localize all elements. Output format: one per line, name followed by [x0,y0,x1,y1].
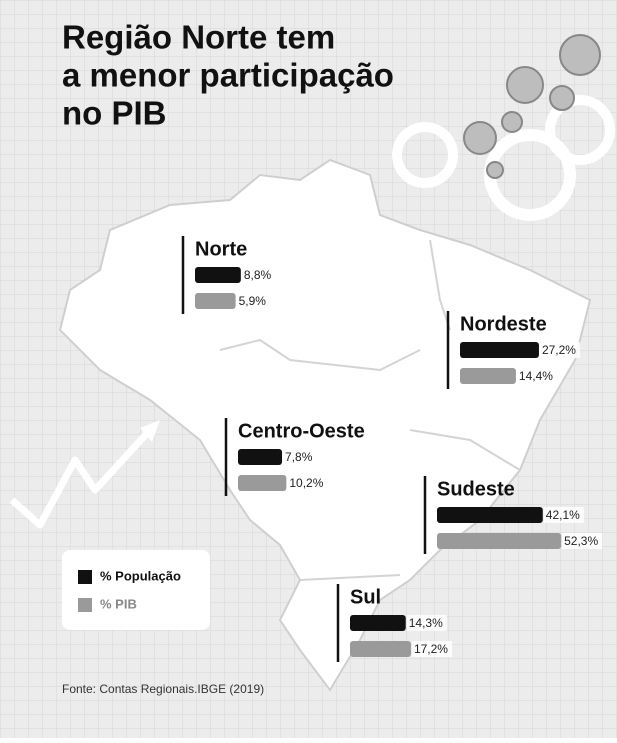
value-label: 42,1% [546,508,580,522]
map [58,158,592,692]
legend-box [62,550,210,630]
value-label-bg [236,293,277,309]
value-label-bg [241,267,282,283]
bar [437,533,562,549]
bar [195,293,236,309]
source: Fonte: Contas Regionais.IBGE (2019) [62,682,264,696]
region-label: Centro-Oeste [238,420,365,442]
value-label-bg [411,641,452,657]
value-label-bg [406,615,447,631]
value-label: 14,3% [409,616,443,630]
coin [463,121,497,155]
value-label: 5,9% [239,294,267,308]
title-line: no PIB [62,95,167,132]
title-line: Região Norte tem [62,19,335,56]
value-label-bg [539,342,580,358]
value-label: 8,8% [244,268,272,282]
value-label: 14,4% [519,369,553,383]
bar [195,267,241,283]
bar [238,449,283,465]
value-label-bg [562,533,603,549]
gear [392,122,458,188]
bar [460,368,516,384]
coin [486,161,504,179]
coin [549,85,575,111]
arrow-head [140,420,160,442]
gear [545,95,615,165]
value-label: 7,8% [285,450,313,464]
bar [350,641,411,657]
value-label: 52,3% [564,534,598,548]
coin [501,111,523,133]
value-label: 17,2% [414,642,448,656]
map-borders [219,239,521,581]
coin [506,66,544,104]
legend-swatch [78,570,92,584]
region-label: Norte [195,238,247,260]
value-label: 10,2% [289,476,323,490]
value-label-bg [283,449,324,465]
value-label: 27,2% [542,343,576,357]
bar [460,342,539,358]
value-label-bg [516,368,557,384]
region-label: Sul [350,586,381,608]
value-label-bg [287,475,328,491]
region-label: Nordeste [460,313,547,335]
title-line: a menor participação [62,57,394,94]
bar [350,615,406,631]
bar [238,475,287,491]
value-label-bg [543,507,584,523]
trend-arrow [9,427,153,529]
bar [437,507,543,523]
coin [559,34,601,76]
legend-label: % População [100,568,181,583]
legend-swatch [78,598,92,612]
region-label: Sudeste [437,478,515,500]
legend-label: % PIB [100,596,137,611]
